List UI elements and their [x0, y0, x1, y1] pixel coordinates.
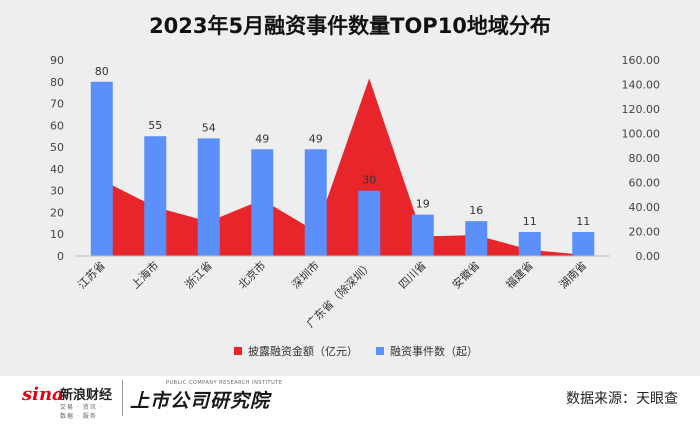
- sina-logo-word: sina: [22, 384, 64, 405]
- research-institute-logo: PUBLIC COMPANY RESEARCH INSTITUTE 上市公司研究…: [130, 380, 300, 420]
- left-axis-tick: 90: [50, 54, 64, 67]
- data-source: 数据来源：天眼查: [566, 391, 678, 407]
- left-axis-tick: 20: [50, 206, 64, 219]
- bar-5: [304, 149, 327, 256]
- combo-chart: 0 10 20 30 40 50 60 70 80 90 0.00 20.00 40.00 60.00 80…: [50, 54, 661, 358]
- chart-title: 2023年5月融资事件数量TOP10地域分布: [149, 14, 551, 38]
- right-axis-tick: 80.00: [629, 152, 661, 165]
- bar-4: [251, 149, 274, 256]
- x-axis-category-label: 北京市: [235, 258, 268, 291]
- bar-data-label: 16: [469, 204, 483, 217]
- bar-8: [465, 221, 488, 256]
- sina-logo-sub: 交易 · 资讯 · 数据 · 服务: [60, 404, 103, 420]
- bar-data-label: 49: [309, 132, 323, 145]
- legend-label-funding-amount: 披露融资金额（亿元）: [248, 344, 358, 358]
- bar-1: [90, 81, 113, 257]
- research-institute-cn: 上市公司研究院: [130, 390, 271, 412]
- bar-data-label: 80: [95, 65, 109, 78]
- area-series-funding-amount: [101, 78, 584, 256]
- bar-data-label: 30: [362, 174, 376, 187]
- left-axis-tick: 70: [50, 98, 64, 111]
- sina-finance-logo: sina 新浪财经 交易 · 资讯 · 数据 · 服务: [22, 382, 113, 420]
- legend-swatch-funding-amount: [234, 347, 242, 355]
- right-axis-tick: 160.00: [622, 54, 661, 67]
- right-axis-tick: 20.00: [629, 226, 661, 239]
- bar-2: [144, 136, 167, 256]
- left-axis-tick: 40: [50, 163, 64, 176]
- x-axis-category-label: 安徽省: [449, 258, 482, 291]
- research-institute-en: PUBLIC COMPANY RESEARCH INSTITUTE: [166, 380, 283, 386]
- left-axis-tick: 30: [50, 185, 64, 198]
- x-axis-category-label: 深圳市: [289, 258, 322, 291]
- bar-data-label: 11: [576, 215, 590, 228]
- x-axis-category-label: 湖南省: [557, 259, 590, 292]
- right-axis-tick: 60.00: [629, 177, 661, 190]
- legend-label-event-count: 融资事件数（起）: [390, 345, 478, 358]
- bar-9: [518, 232, 541, 256]
- sina-logo-cn: 新浪财经: [60, 388, 113, 403]
- bar-6: [358, 190, 381, 256]
- bar-7: [411, 214, 434, 256]
- left-axis-tick: 60: [50, 119, 64, 132]
- bar-data-label: 19: [416, 198, 430, 211]
- bar-data-label: 49: [255, 132, 269, 145]
- chart-panel: 2023年5月融资事件数量TOP10地域分布 0 10 20 30 40 50 60 70 80…: [0, 0, 700, 376]
- legend-swatch-event-count: [376, 347, 384, 355]
- logo-divider: [122, 380, 123, 416]
- right-axis-tick: 40.00: [629, 201, 661, 214]
- x-axis-category-label: 四川省: [396, 259, 429, 292]
- x-axis-category-label: 上海市: [128, 258, 161, 291]
- bar-data-label: 55: [148, 119, 162, 132]
- bar-3: [197, 138, 220, 256]
- x-axis-category-label: 江苏省: [75, 259, 108, 292]
- right-axis-tick: 0.00: [636, 250, 661, 263]
- bar-data-label: 11: [523, 215, 537, 228]
- x-axis-category-label: 浙江省: [182, 259, 215, 292]
- left-axis-tick: 10: [50, 228, 64, 241]
- bar-10: [572, 232, 595, 256]
- bar-data-label: 54: [202, 121, 216, 134]
- footer: sina 新浪财经 交易 · 资讯 · 数据 · 服务 PUBLIC COMPA…: [0, 376, 700, 426]
- left-axis-tick: 80: [50, 76, 64, 89]
- x-axis-category-label: 福建省: [503, 258, 536, 291]
- right-axis-tick: 120.00: [622, 103, 661, 116]
- left-axis-tick: 0: [57, 250, 64, 263]
- right-axis-tick: 100.00: [622, 128, 661, 141]
- left-axis-tick: 50: [50, 141, 64, 154]
- right-axis-tick: 140.00: [622, 79, 661, 92]
